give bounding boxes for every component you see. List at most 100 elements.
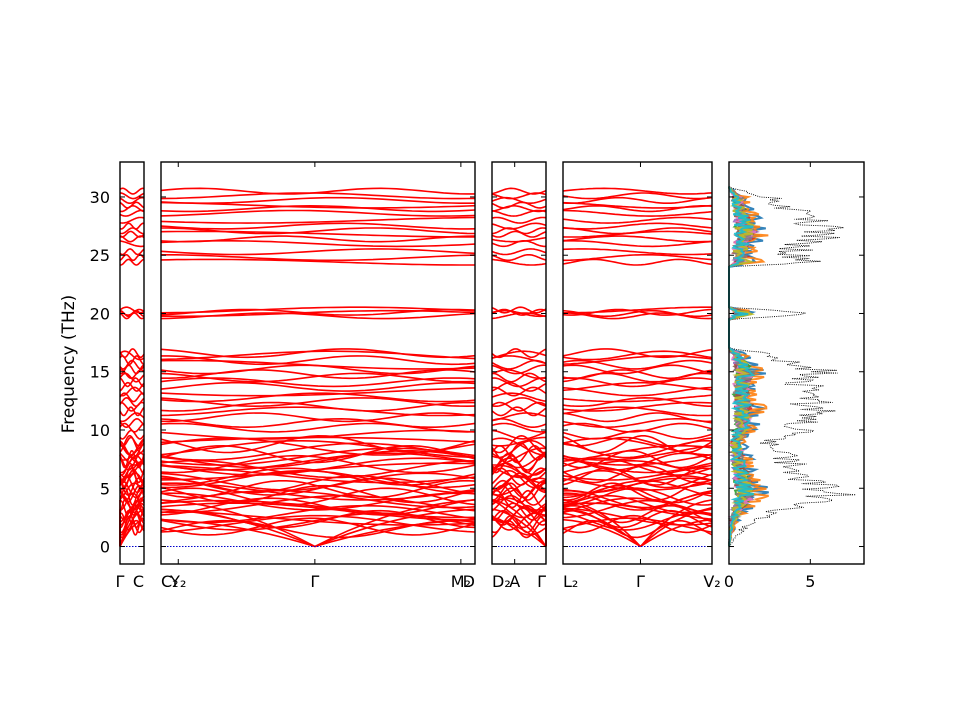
band-line — [562, 196, 713, 204]
panel-frame-3 — [491, 161, 547, 565]
frames-layer — [119, 161, 865, 565]
band-line — [119, 406, 145, 417]
band-line — [160, 222, 476, 230]
band-line — [491, 308, 547, 316]
band-line — [160, 434, 476, 454]
band-line — [160, 429, 476, 440]
acoustic-branch — [639, 499, 713, 548]
band-line — [562, 444, 713, 461]
band-line — [160, 494, 476, 514]
band-line — [119, 436, 145, 447]
band-line — [120, 192, 145, 200]
band-line — [119, 187, 145, 195]
band-line — [119, 240, 145, 248]
band-line — [491, 377, 547, 388]
band-line — [160, 440, 476, 459]
band-line — [160, 216, 476, 224]
dos-x-tick-label: 5 — [805, 572, 815, 591]
band-line — [160, 452, 476, 471]
band-line — [491, 348, 547, 359]
band-line — [119, 381, 145, 392]
band-line — [562, 201, 713, 209]
band-line — [160, 381, 476, 392]
dos-layer — [727, 185, 856, 547]
band-line — [119, 227, 144, 235]
band-line — [491, 479, 547, 499]
band-line — [491, 502, 547, 521]
band-line — [491, 236, 547, 243]
high-symmetry-label: Γ — [310, 572, 319, 591]
band-panel-2 — [160, 187, 476, 548]
band-line — [562, 248, 713, 256]
total-dos-line — [728, 185, 856, 547]
band-line — [160, 392, 476, 403]
band-line — [160, 401, 476, 412]
band-line — [160, 517, 476, 536]
y-tick-label: 0 — [100, 538, 110, 557]
acoustic-branch — [562, 499, 642, 548]
band-line — [119, 377, 144, 388]
band-line — [160, 350, 476, 361]
acoustic-branch — [491, 499, 547, 547]
band-line — [119, 216, 145, 224]
band-line — [562, 435, 713, 454]
band-line — [562, 209, 713, 217]
band-line — [160, 397, 476, 408]
band-line — [160, 258, 475, 266]
acoustic-branch — [314, 518, 476, 548]
panel-frame-5 — [728, 161, 865, 565]
band-line — [119, 196, 145, 204]
band-line — [160, 348, 476, 359]
high-symmetry-label: A — [509, 572, 520, 591]
band-line — [160, 497, 476, 516]
acoustic-branch — [160, 508, 316, 548]
band-line — [160, 359, 476, 370]
band-line — [491, 386, 547, 397]
y-axis-title: Frequency (THz) — [59, 295, 79, 434]
band-line — [491, 201, 547, 209]
band-line — [119, 222, 145, 230]
band-line — [491, 437, 546, 456]
band-line — [160, 209, 476, 217]
band-line — [491, 469, 547, 489]
band-line — [562, 348, 713, 359]
band-line — [562, 474, 713, 494]
band-line — [119, 248, 145, 256]
band-line — [562, 240, 713, 248]
band-line — [160, 248, 476, 256]
band-line — [562, 422, 713, 433]
band-line — [491, 222, 547, 230]
band-line — [562, 216, 713, 224]
band-line — [119, 449, 145, 469]
band-line — [491, 369, 547, 380]
high-symmetry-label: C₂ — [161, 572, 179, 591]
acoustic-branch — [119, 499, 145, 547]
acoustic-branch — [314, 508, 476, 548]
band-line — [562, 377, 713, 388]
band-line — [491, 364, 547, 375]
band-panel-1 — [119, 187, 145, 548]
band-line — [161, 227, 476, 235]
band-line — [562, 222, 713, 230]
high-symmetry-label: C — [133, 572, 144, 591]
band-line — [491, 216, 547, 224]
band-line — [562, 477, 713, 491]
acoustic-branch — [562, 508, 642, 548]
band-line — [160, 482, 476, 501]
y-tick-label: 5 — [100, 479, 110, 498]
band-line — [562, 364, 713, 375]
band-line — [562, 396, 712, 407]
band-line — [160, 454, 476, 474]
band-line — [492, 258, 547, 266]
band-line — [563, 254, 713, 262]
band-line — [562, 401, 713, 412]
band-line — [562, 355, 713, 365]
band-line — [562, 386, 713, 397]
band-line — [160, 422, 476, 433]
band-line — [119, 396, 145, 407]
band-line — [562, 436, 713, 447]
high-symmetry-label: M₂ — [451, 572, 471, 591]
band-line — [160, 196, 475, 204]
band-line — [562, 494, 713, 514]
